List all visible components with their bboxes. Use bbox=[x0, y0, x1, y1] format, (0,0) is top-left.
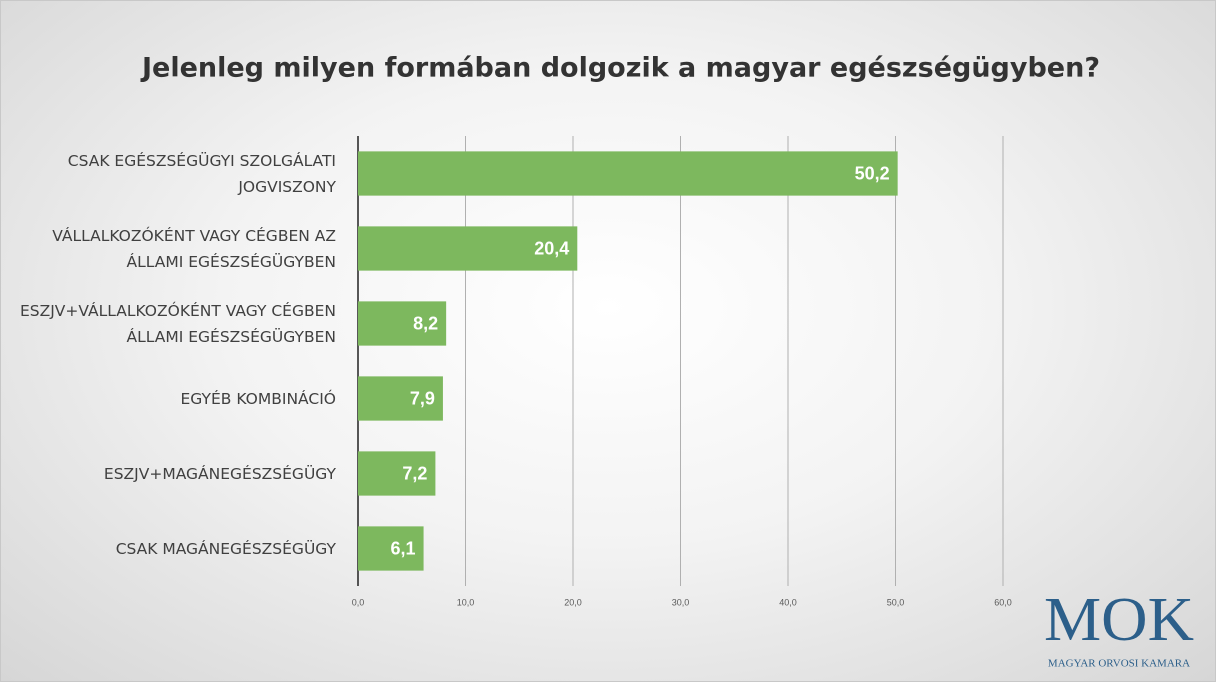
data-label: 7,9 bbox=[410, 388, 435, 408]
y-tick-label: CSAK EGÉSZSÉGÜGYI SZOLGÁLATI JOGVISZONY bbox=[67, 151, 336, 196]
data-label: 6,1 bbox=[391, 538, 416, 558]
data-label: 8,2 bbox=[413, 313, 438, 333]
data-label: 20,4 bbox=[534, 238, 569, 258]
y-tick-label: ESZJV+MAGÁNEGÉSZSÉGÜGY bbox=[103, 464, 336, 483]
data-label: 7,2 bbox=[402, 463, 427, 483]
bar bbox=[358, 151, 898, 196]
x-tick-label: 0,0 bbox=[352, 597, 365, 607]
x-tick-label: 40,0 bbox=[779, 597, 797, 607]
x-tick-label: 30,0 bbox=[672, 597, 690, 607]
bar bbox=[358, 376, 443, 421]
y-tick-label: VÁLLALKOZÓKÉNT VAGY CÉGBEN AZ ÁLLAMI EGÉ… bbox=[52, 226, 336, 271]
bar bbox=[358, 226, 578, 271]
bar bbox=[358, 526, 424, 571]
logo-text: MAGYAR ORVOSI KAMARA bbox=[1048, 658, 1190, 670]
data-label: 50,2 bbox=[855, 163, 890, 183]
y-tick-label: ESZJV+VÁLLALKOZÓKÉNT VAGY CÉGBEN ÁLLAMI … bbox=[19, 301, 336, 346]
chart-title: Jelenleg milyen formában dolgozik a magy… bbox=[140, 53, 1100, 84]
x-tick-label: 60,0 bbox=[994, 597, 1012, 607]
x-tick-label: 10,0 bbox=[457, 597, 475, 607]
logo-mark: MOK bbox=[1044, 586, 1194, 654]
bar bbox=[358, 301, 447, 346]
x-tick-label: 20,0 bbox=[564, 597, 582, 607]
x-tick-label: 50,0 bbox=[887, 597, 905, 607]
y-tick-label: CSAK MAGÁNEGÉSZSÉGÜGY bbox=[115, 539, 336, 558]
logo: MOK MAGYAR ORVOSI KAMARA bbox=[1044, 586, 1194, 669]
y-tick-label: EGYÉB KOMBINÁCIÓ bbox=[180, 389, 336, 408]
bar bbox=[358, 451, 436, 496]
